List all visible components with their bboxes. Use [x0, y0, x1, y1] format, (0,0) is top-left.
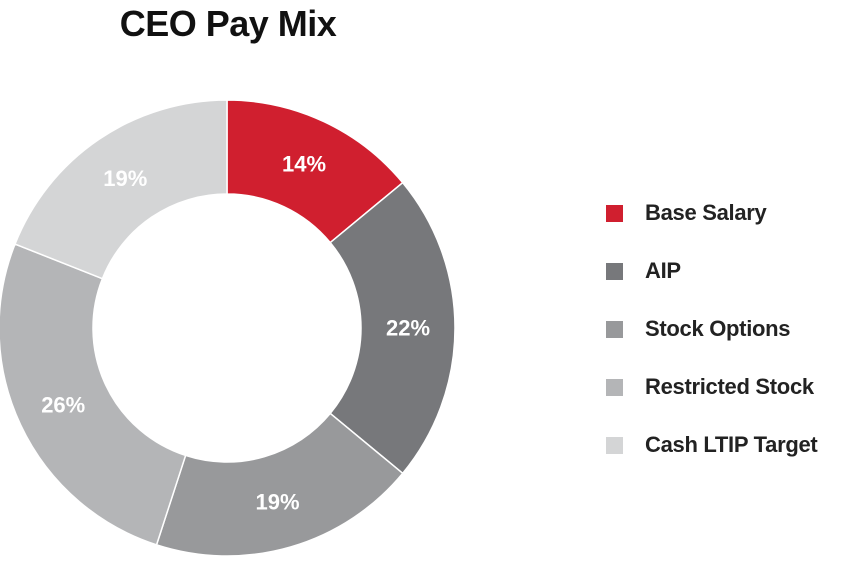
donut-slices [0, 99, 456, 557]
legend-item-stock-options: Stock Options [606, 312, 817, 346]
legend-label: Base Salary [645, 200, 767, 225]
chart-legend: Base Salary AIP Stock Options Restricted St… [606, 196, 818, 486]
legend-item-restricted-stock: Restricted Stock [606, 370, 817, 404]
slice-label-cash-ltip-target: 19% [103, 166, 147, 191]
legend-label: AIP [645, 258, 681, 283]
legend-label: Cash LTIP Target [645, 432, 818, 457]
legend-label: Stock Options [645, 316, 791, 341]
legend-swatch [606, 436, 623, 454]
legend-swatch [606, 204, 623, 222]
legend-swatch [606, 378, 623, 396]
slice-label-base-salary: 14% [282, 152, 326, 177]
legend-item-aip: AIP [606, 254, 817, 288]
legend-swatch [606, 262, 623, 280]
slice-aip [329, 181, 456, 475]
slice-label-stock-options: 19% [255, 489, 299, 514]
donut-slice-labels: 14% 22% 19% 26% 19% [41, 152, 430, 515]
legend-item-cash-ltip-target: Cash LTIP Target [606, 428, 818, 462]
slice-restricted-stock [0, 243, 187, 546]
legend-item-base-salary: Base Salary [606, 196, 817, 230]
slice-stock-options [155, 412, 404, 557]
legend-swatch [606, 320, 623, 338]
donut-chart: 14% 22% 19% 26% 19% [0, 99, 456, 557]
slice-label-restricted-stock: 26% [41, 393, 85, 418]
slice-cash-ltip-target [14, 99, 228, 280]
slice-label-aip: 22% [386, 316, 430, 341]
legend-label: Restricted Stock [645, 374, 814, 399]
chart-title: CEO Pay Mix [119, 3, 337, 44]
